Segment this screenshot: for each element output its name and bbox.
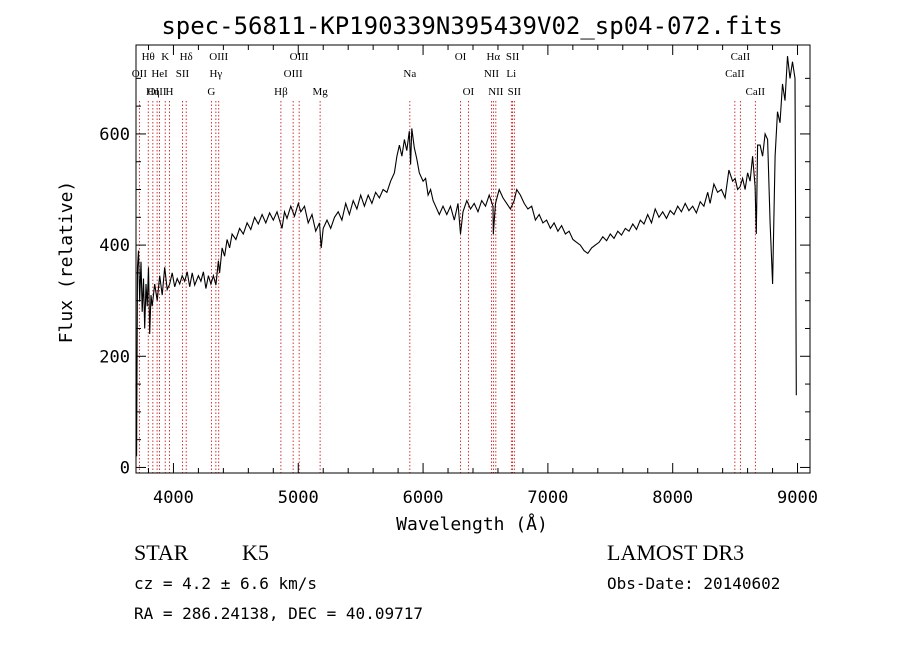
x-axis-label: Wavelength (Å) — [396, 513, 548, 535]
star-subclass: K5 — [242, 540, 269, 565]
x-tick-label: 8000 — [652, 488, 693, 508]
line-labels: OIIHθOIIIHeIHηKHSIIHδGHγOIIIHβOIIIOIIIMg… — [132, 51, 766, 98]
line-label: Hβ — [274, 86, 288, 98]
spectrum-line — [135, 56, 797, 457]
x-tick-label: 9000 — [777, 488, 818, 508]
line-label: SII — [508, 86, 522, 98]
line-label: K — [161, 51, 169, 63]
y-axis-label: Flux (relative) — [56, 181, 77, 344]
plot-frame — [135, 44, 811, 474]
redshift-cz: cz = 4.2 ± 6.6 km/s — [134, 574, 318, 593]
line-label: CaII — [746, 86, 766, 98]
x-tick-label: 7000 — [527, 488, 568, 508]
y-tick-label: 600 — [99, 125, 130, 145]
line-label: Hγ — [209, 68, 222, 80]
line-label: Hη — [146, 86, 160, 98]
x-tick-label: 5000 — [278, 488, 319, 508]
star-class: STAR — [134, 540, 189, 565]
line-label: OIII — [209, 51, 228, 63]
line-label: OI — [455, 51, 467, 63]
line-label: CaII — [731, 51, 751, 63]
line-label: G — [207, 86, 215, 98]
line-markers — [138, 101, 756, 473]
obs-date: Obs-Date: 20140602 — [607, 574, 781, 593]
line-label: SII — [176, 68, 190, 80]
line-label: CaII — [725, 68, 745, 80]
line-label: Li — [506, 68, 516, 80]
axis-ticks: 4000 5000 6000 7000 8000 9000 0 200 400 600 — [99, 45, 818, 508]
line-label: H — [165, 86, 173, 98]
chart-title: spec-56811-KP190339N395439V02_sp04-072.f… — [161, 12, 782, 40]
line-label: Hα — [486, 51, 500, 63]
line-label: NII — [488, 86, 504, 98]
x-tick-label: 4000 — [153, 488, 194, 508]
x-tick-label: 6000 — [403, 488, 444, 508]
line-label: Hθ — [142, 51, 155, 63]
line-label: NII — [484, 68, 500, 80]
survey-name: LAMOST DR3 — [607, 540, 745, 565]
line-label: Mg — [312, 86, 328, 98]
y-tick-label: 400 — [99, 236, 130, 256]
line-label: Hδ — [180, 51, 193, 63]
line-label: SII — [506, 51, 520, 63]
line-label: OI — [463, 86, 475, 98]
line-label: Na — [403, 68, 416, 80]
y-tick-label: 0 — [120, 458, 130, 478]
line-label: OIII — [284, 68, 303, 80]
ra-dec: RA = 286.24138, DEC = 40.09717 — [134, 604, 423, 623]
line-label: OIII — [290, 51, 309, 63]
line-label: HeI — [151, 68, 168, 80]
y-tick-label: 200 — [99, 347, 130, 367]
line-label: OIII — [148, 86, 167, 98]
